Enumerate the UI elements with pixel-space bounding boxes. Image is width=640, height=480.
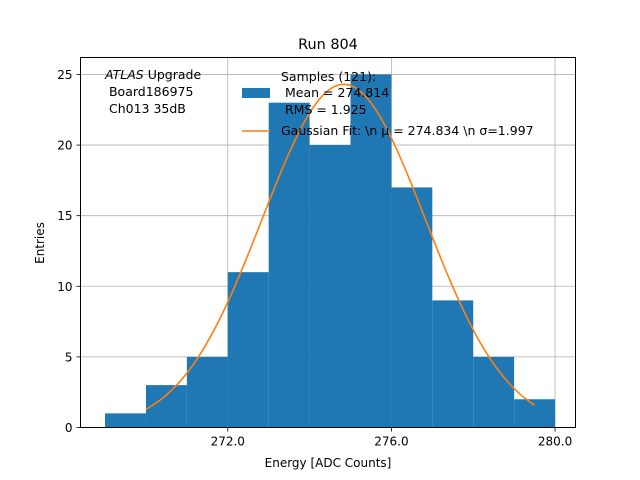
plot-frame bbox=[80, 57, 576, 428]
legend-hist-swatch bbox=[242, 88, 270, 98]
y-tick-label: 25 bbox=[57, 68, 72, 82]
gaussian-fit bbox=[145, 83, 536, 410]
histogram-bar bbox=[186, 356, 228, 428]
y-axis-label: Entries bbox=[33, 222, 47, 264]
legend-hist-line-3: RMS = 1.925 bbox=[281, 102, 367, 117]
histogram-bar bbox=[432, 300, 474, 428]
y-tick-label: 10 bbox=[57, 280, 72, 294]
y-axis-ticks: 0 5 10 15 20 25 bbox=[57, 68, 81, 435]
gaussian-fit-line bbox=[145, 83, 536, 410]
histogram-bars bbox=[105, 74, 556, 428]
atlas-label: ATLAS bbox=[104, 67, 144, 82]
atlas-annotation: ATLAS Upgrade Board186975 Ch013 35dB bbox=[104, 67, 201, 116]
y-tick-label: 20 bbox=[57, 139, 72, 153]
histogram-bar bbox=[473, 356, 515, 428]
legend: Samples (121): Mean = 274.814 RMS = 1.92… bbox=[242, 69, 534, 138]
x-tick-label: 280.0 bbox=[538, 435, 572, 449]
x-axis-label: Energy [ADC Counts] bbox=[265, 456, 392, 470]
upgrade-label: Upgrade bbox=[144, 67, 202, 82]
y-tick-label: 5 bbox=[65, 350, 73, 364]
legend-hist-line-1: Samples (121): bbox=[281, 69, 376, 84]
x-axis-ticks: 272.0 276.0 280.0 bbox=[211, 427, 572, 449]
annotation-line-2: Board186975 bbox=[105, 84, 193, 99]
histogram-bar bbox=[145, 385, 187, 428]
histogram-bar bbox=[514, 399, 556, 428]
histogram-bar bbox=[350, 74, 392, 428]
x-tick-label: 276.0 bbox=[374, 435, 408, 449]
chart-title: Run 804 bbox=[298, 37, 358, 53]
histogram-bar bbox=[391, 187, 433, 428]
legend-hist-line-2: Mean = 274.814 bbox=[281, 85, 389, 100]
y-tick-label: 0 bbox=[65, 421, 73, 435]
x-tick-label: 272.0 bbox=[211, 435, 245, 449]
histogram-bar bbox=[268, 102, 310, 428]
histogram-bar bbox=[105, 413, 146, 428]
histogram-bar bbox=[309, 145, 351, 428]
annotation-line-3: Ch013 35dB bbox=[105, 101, 186, 116]
histogram-bar bbox=[227, 272, 269, 428]
legend-fit-label: Gaussian Fit: \n μ = 274.834 \n σ=1.997 bbox=[281, 123, 534, 138]
y-tick-label: 15 bbox=[57, 209, 72, 223]
annotation-line-1: ATLAS Upgrade bbox=[104, 67, 201, 82]
